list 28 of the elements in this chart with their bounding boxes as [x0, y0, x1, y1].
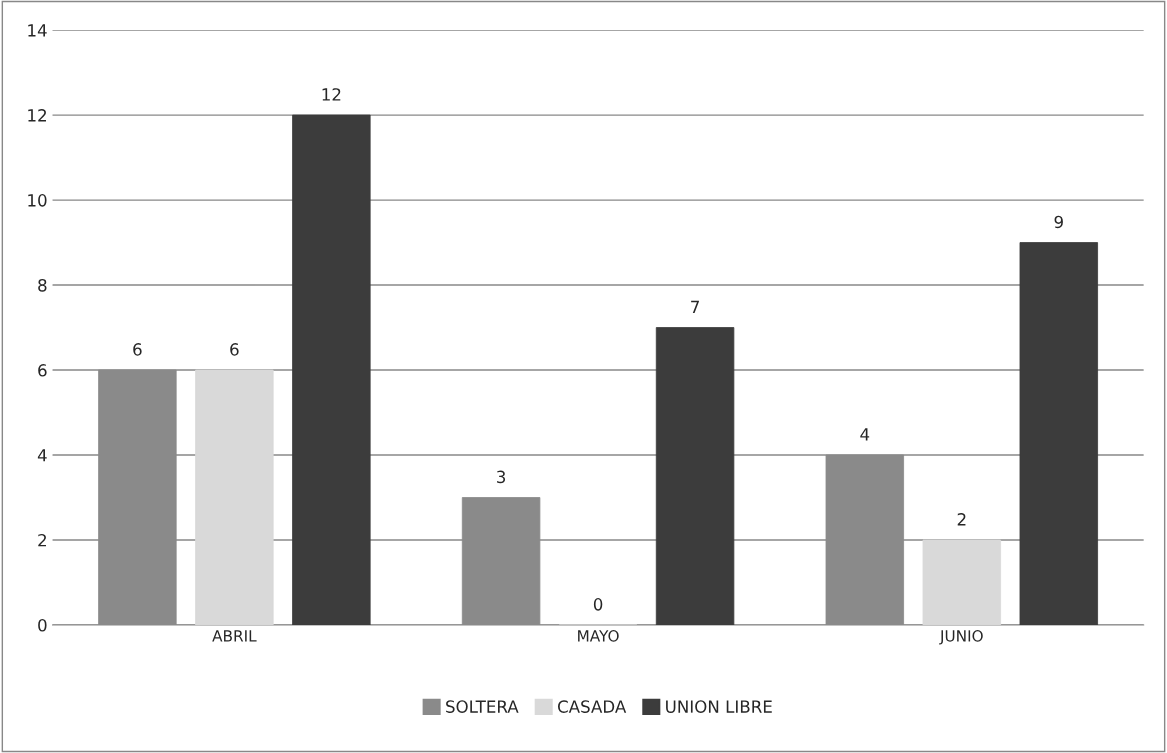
x-tick-label: ABRIL: [212, 630, 257, 642]
y-tick-label: 12: [28, 109, 46, 122]
bar: [195, 369, 274, 625]
data-label: 9: [1054, 215, 1063, 229]
data-label: 12: [322, 88, 341, 101]
x-tick-label: JUNIO: [939, 630, 983, 645]
legend-label: CASADA: [557, 700, 627, 713]
bar: [1019, 242, 1099, 625]
data-label: 6: [133, 343, 142, 356]
data-label: 2: [957, 513, 966, 526]
legend-label: UNION LIBRE: [666, 700, 772, 713]
legend-label: SOLTERA: [446, 700, 519, 713]
bar: [292, 114, 371, 625]
data-label: 7: [691, 300, 699, 313]
data-label: 0: [593, 598, 603, 611]
y-tick-label: 6: [38, 364, 47, 377]
bar: [655, 327, 735, 625]
y-tick-label: 2: [38, 533, 46, 547]
y-tick-label: 10: [28, 194, 47, 207]
y-tick-label: 14: [28, 24, 47, 37]
bar: [922, 539, 1002, 625]
data-label: 4: [860, 428, 870, 441]
data-label: 3: [497, 470, 506, 484]
y-tick-label: 0: [38, 618, 47, 632]
y-tick-label: 8: [38, 279, 47, 292]
x-tick-label: MAYO: [578, 630, 619, 642]
data-label: 6: [230, 343, 239, 356]
y-tick-label: 4: [37, 449, 47, 462]
